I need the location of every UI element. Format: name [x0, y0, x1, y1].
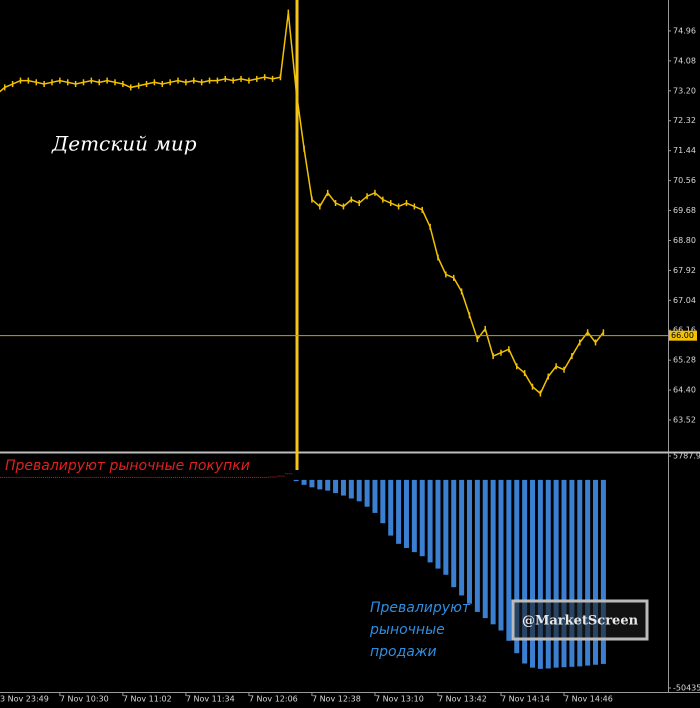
flow-bar [411, 479, 417, 553]
flow-bar [577, 479, 583, 667]
x-tick-label: 7 Nov 14:46 [564, 695, 613, 704]
y-tick-label: 73.20 [673, 86, 696, 95]
x-tick-label: 7 Nov 11:34 [186, 695, 235, 704]
flow-bar [403, 479, 409, 548]
flow-bar [530, 479, 536, 668]
flow-bar [490, 479, 496, 625]
flow-bar [506, 479, 512, 641]
y-tick-label: 74.96 [673, 26, 696, 35]
x-tick-label: 7 Nov 13:10 [375, 695, 424, 704]
price-line [0, 12, 604, 395]
flow-bar [593, 479, 599, 665]
flow-bar [325, 479, 331, 491]
flow-bar [317, 479, 323, 490]
flow-bar [514, 479, 520, 654]
x-tick-label: 7 Nov 10:30 [60, 695, 109, 704]
flow-bar [451, 479, 457, 588]
watermark: @MarketScreen [522, 614, 639, 629]
x-tick-label: 7 Nov 13:42 [438, 695, 487, 704]
flow-bar [427, 479, 433, 563]
flow-bar [474, 479, 480, 612]
y-tick-label: 69.68 [673, 206, 696, 215]
flow-bar [600, 479, 606, 664]
watermark-box [511, 599, 649, 641]
y-tick-label: 65.28 [673, 356, 696, 365]
x-tick-label: 3 Nov 23:49 [0, 695, 49, 704]
x-tick-label: 7 Nov 12:38 [312, 695, 361, 704]
y-tick-label: 67.92 [673, 266, 696, 275]
y-tick-label: 71.44 [673, 146, 696, 155]
annotation: Превалируют [370, 600, 471, 616]
flow-bar [356, 479, 362, 502]
chart-title: Детский мир [51, 132, 197, 156]
annotation: Превалируют рыночные покупки [5, 458, 250, 474]
y-tick-label: 74.08 [673, 56, 696, 65]
marks: 74.96 74.08 73.20 72.32 71.44 70.56 69.68 68.80… [0, 9, 700, 704]
flow-bar [372, 479, 378, 513]
flow-bar [435, 479, 441, 569]
x-tick-label: 7 Nov 12:06 [249, 695, 298, 704]
y-tick-label: 68.80 [673, 236, 696, 245]
flow-bar [293, 479, 299, 482]
flow-bar [545, 479, 551, 669]
flow-bar [364, 479, 370, 507]
x-tick-label: 7 Nov 11:02 [123, 695, 172, 704]
annotation: продажи [370, 644, 437, 660]
flow-bar [333, 479, 339, 494]
flow-bar [396, 479, 402, 544]
flow-bar [522, 479, 528, 664]
flow-bar [561, 479, 567, 668]
y-tick-label: 5787.93 [673, 451, 700, 460]
price-label-box [669, 330, 697, 341]
y-tick-label: 70.56 [673, 176, 696, 185]
flow-bar [482, 479, 488, 619]
x-tick-label: 7 Nov 14:14 [501, 695, 550, 704]
flow-bar [443, 479, 449, 575]
flow-bar [388, 479, 394, 536]
y-tick-label: 72.32 [673, 116, 696, 125]
price-label: 66.00 [671, 331, 694, 340]
flow-bar [459, 479, 465, 596]
flow-bar [466, 479, 472, 604]
y-tick-label: 66.16 [673, 326, 696, 335]
flow-bar [380, 479, 386, 524]
flow-bar [569, 479, 575, 667]
flow-bar [309, 479, 315, 488]
y-tick-label: 64.40 [673, 386, 696, 395]
flow-bar [301, 479, 307, 485]
y-tick-label: 67.04 [673, 296, 696, 305]
y-tick-label: 63.52 [673, 416, 696, 425]
flow-bar [585, 479, 591, 666]
y-tick-label: -50435.8 [673, 684, 700, 693]
annotation: рыночные [369, 622, 445, 638]
flow-bar [553, 479, 559, 668]
flow-bar [537, 479, 543, 669]
flow-bar [348, 479, 354, 499]
flow-bar [419, 479, 425, 557]
flow-bar [498, 479, 504, 631]
flow-bar [340, 479, 346, 496]
